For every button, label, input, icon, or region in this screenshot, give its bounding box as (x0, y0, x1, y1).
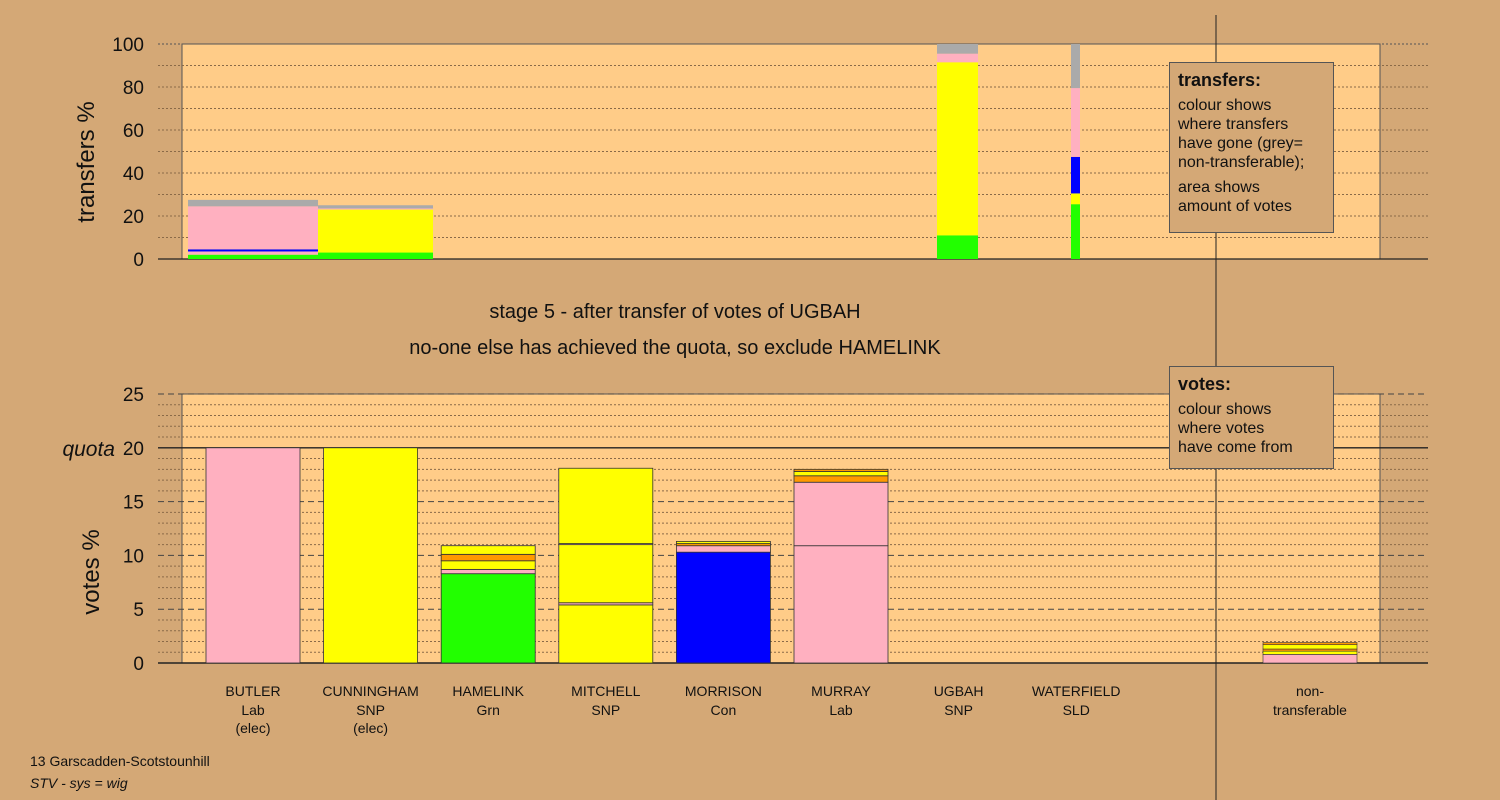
stage-title: stage 5 - after transfer of votes of UGB… (489, 301, 860, 323)
candidate-party-label: Con (711, 702, 737, 718)
vote-segment (440, 560, 536, 570)
transfers-y-tick-label: 0 (133, 250, 144, 271)
transfer-segment (1071, 156, 1080, 194)
transfer-segment (937, 44, 978, 54)
candidate-party-label: SLD (1063, 702, 1090, 718)
vote-segment (440, 568, 536, 575)
candidate-party-label: SNP (591, 702, 620, 718)
candidate-name-label: HAMELINK (452, 683, 524, 699)
candidate-status-label: (elec) (235, 720, 270, 736)
transfer-segment (318, 208, 433, 210)
votes-y-tick-label: 5 (133, 600, 144, 621)
transfers-legend-line: have gone (grey= (1178, 135, 1303, 152)
nontransferable-label: non- (1296, 683, 1324, 699)
transfers-y-tick-label: 40 (123, 164, 144, 185)
transfer-segment (1071, 44, 1080, 89)
transfer-segment (1071, 193, 1080, 205)
vote-segment (793, 468, 889, 472)
transfers-y-axis-label: transfers % (73, 101, 100, 222)
votes-y-axis-label: votes % (78, 529, 105, 614)
votes-y-tick-label: 25 (123, 385, 144, 406)
candidate-name-label: UGBAH (934, 683, 984, 699)
transfer-segment (937, 62, 978, 236)
candidate-status-label: (elec) (353, 720, 388, 736)
votes-legend-title: votes: (1178, 374, 1232, 394)
transfers-legend-line: colour shows (1178, 97, 1272, 114)
votes-legend: votes: colour shows where votes have com… (1169, 366, 1334, 469)
candidate-party-label: Lab (829, 702, 853, 718)
transfer-segment (188, 254, 318, 259)
nontransferable-segment (1262, 654, 1358, 664)
candidate-party-label: Grn (477, 702, 500, 718)
transfer-segment (1071, 204, 1080, 259)
votes-y-tick-label: 20 (123, 439, 144, 460)
transfers-y-tick-label: 100 (112, 35, 144, 56)
transfers-legend-line: amount of votes (1178, 198, 1292, 215)
nontransferable-segment (1262, 648, 1358, 652)
votes-y-tick-label: 0 (133, 654, 144, 675)
candidate-name-label: MITCHELL (571, 683, 640, 699)
transfer-segment (188, 206, 318, 250)
transfers-legend-line: non-transferable); (1178, 154, 1305, 171)
candidate-party-label: SNP (356, 702, 385, 718)
nontransferable-segment (1262, 650, 1358, 655)
transfer-segment (188, 199, 318, 207)
candidate-party-label: SNP (944, 702, 973, 718)
nontransferable-segment (1262, 644, 1358, 650)
votes-y-tick-label: 10 (123, 546, 144, 567)
constituency-label: 13 Garscadden-Scotstounhill (30, 753, 210, 769)
vote-segment (440, 573, 536, 664)
votes-legend-line: where votes (1178, 420, 1265, 437)
candidate-name-label: MURRAY (811, 683, 871, 699)
vote-segment (440, 545, 536, 555)
candidate-name-label: MORRISON (685, 683, 762, 699)
vote-segment (793, 471, 889, 477)
transfer-segment (318, 252, 433, 259)
system-label: STV - sys = wig (30, 775, 128, 791)
vote-segment (558, 604, 654, 664)
nontransferable-segment (1262, 642, 1358, 646)
transfer-segment (188, 251, 318, 255)
votes-legend-line: colour shows (1178, 401, 1272, 418)
transfer-segment (1071, 88, 1080, 157)
transfers-y-tick-label: 80 (123, 78, 144, 99)
vote-segment (440, 553, 536, 562)
vote-segment (793, 481, 889, 547)
transfer-segment (937, 53, 978, 63)
nontransferable-label: transferable (1273, 702, 1347, 718)
vote-segment (676, 545, 771, 553)
vote-segment (793, 475, 889, 483)
transfers-legend: transfers: colour shows where transfers … (1169, 62, 1334, 233)
transfer-segment (937, 235, 978, 259)
candidate-name-label: CUNNINGHAM (322, 683, 418, 699)
transfers-legend-line: area shows (1178, 179, 1260, 196)
vote-segment (793, 545, 889, 664)
transfers-y-tick-label: 20 (123, 207, 144, 228)
votes-legend-line: have come from (1178, 439, 1293, 456)
candidate-party-label: Lab (241, 702, 265, 718)
candidate-name-label: BUTLER (225, 683, 280, 699)
transfers-y-tick-label: 60 (123, 121, 144, 142)
vote-segment (676, 551, 771, 664)
transfer-segment (318, 209, 433, 253)
vote-segment (558, 467, 654, 544)
stage-subtitle: no-one else has achieved the quota, so e… (409, 337, 941, 359)
quota-label: quota (62, 438, 115, 461)
transfers-legend-title: transfers: (1178, 70, 1262, 90)
transfer-segment (188, 249, 318, 252)
vote-segment (205, 447, 301, 664)
transfers-legend-line: where transfers (1178, 116, 1289, 133)
transfer-segment (318, 205, 433, 209)
votes-y-tick-label: 15 (123, 493, 144, 514)
vote-segment (676, 541, 771, 544)
vote-segment (558, 544, 654, 604)
vote-segment (323, 447, 419, 664)
candidate-name-label: WATERFIELD (1032, 683, 1121, 699)
